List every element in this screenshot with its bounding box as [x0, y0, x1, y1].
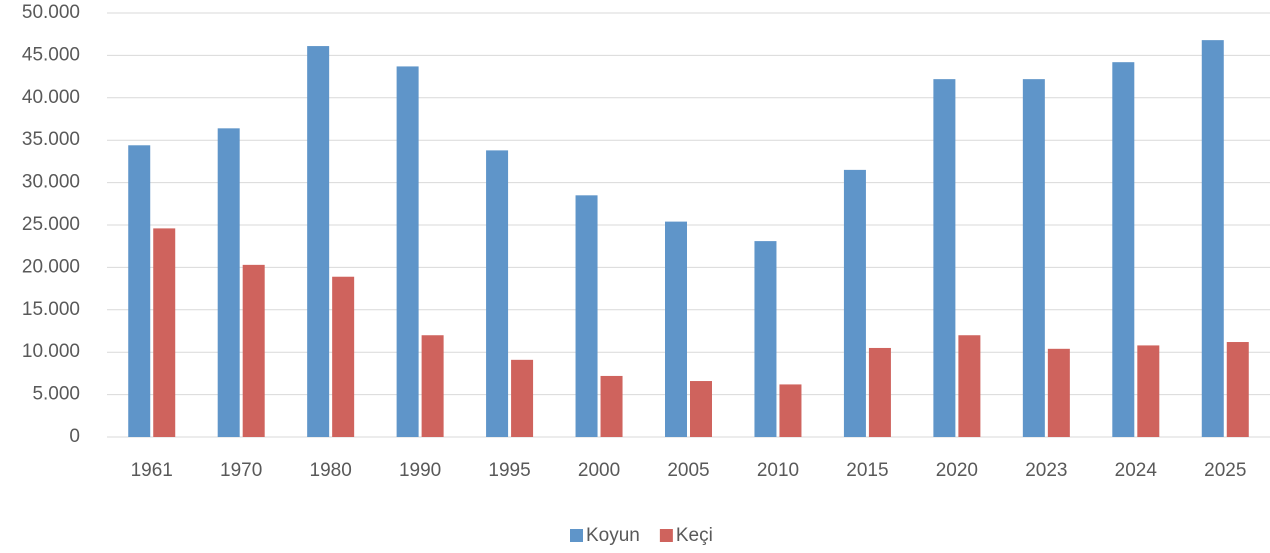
- bar: [1022, 79, 1045, 438]
- bar: [421, 335, 444, 437]
- x-tick-label: 1961: [131, 460, 173, 481]
- bar: [690, 381, 712, 437]
- bar: [242, 264, 265, 437]
- y-tick-label: 30.000: [22, 172, 80, 193]
- x-tick-label: 1995: [488, 460, 530, 481]
- x-tick-label: 2005: [667, 460, 709, 481]
- legend-label: Koyun: [586, 525, 640, 546]
- y-tick-label: 25.000: [22, 214, 80, 235]
- legend-swatch: [659, 529, 673, 542]
- x-tick-label: 1990: [399, 460, 441, 481]
- x-tick-label: 2015: [846, 460, 888, 481]
- bar: [779, 384, 802, 437]
- bar: [1226, 342, 1249, 437]
- bar: [575, 195, 598, 437]
- bar: [486, 150, 509, 437]
- bar: [933, 79, 956, 438]
- bar: [153, 228, 176, 437]
- legend-label: Keçi: [676, 525, 713, 546]
- bar: [1047, 348, 1070, 437]
- y-tick-label: 0: [69, 426, 80, 447]
- x-tick-label: 2000: [578, 460, 620, 481]
- bar: [958, 335, 981, 437]
- legend-swatch: [570, 529, 583, 542]
- x-tick-label: 2023: [1025, 460, 1067, 481]
- x-tick-label: 2010: [757, 460, 799, 481]
- y-tick-label: 45.000: [22, 44, 80, 65]
- x-tick-label: 2024: [1115, 460, 1158, 481]
- x-tick-label: 1970: [220, 460, 262, 481]
- bar: [600, 375, 623, 437]
- bar: [665, 221, 687, 437]
- y-tick-label: 5.000: [32, 384, 80, 405]
- x-tick-label: 2020: [936, 460, 978, 481]
- bar: [868, 347, 891, 437]
- y-tick-label: 35.000: [22, 129, 80, 150]
- bar: [1112, 62, 1135, 438]
- bar: [511, 359, 534, 437]
- bar: [754, 241, 777, 437]
- y-tick-label: 15.000: [22, 299, 80, 320]
- x-tick-label: 2025: [1204, 460, 1246, 481]
- y-tick-label: 50.000: [22, 2, 80, 23]
- bar: [128, 145, 151, 437]
- y-tick-label: 20.000: [22, 256, 80, 277]
- y-tick-label: 10.000: [22, 341, 80, 362]
- y-tick-label: 40.000: [22, 87, 80, 108]
- bar: [1201, 40, 1224, 438]
- bar: [332, 276, 355, 437]
- bar: [843, 169, 866, 437]
- bar: [1137, 345, 1160, 437]
- bar: [217, 128, 240, 437]
- bar: [307, 46, 330, 438]
- x-tick-label: 1980: [310, 460, 352, 481]
- bar: [396, 66, 419, 437]
